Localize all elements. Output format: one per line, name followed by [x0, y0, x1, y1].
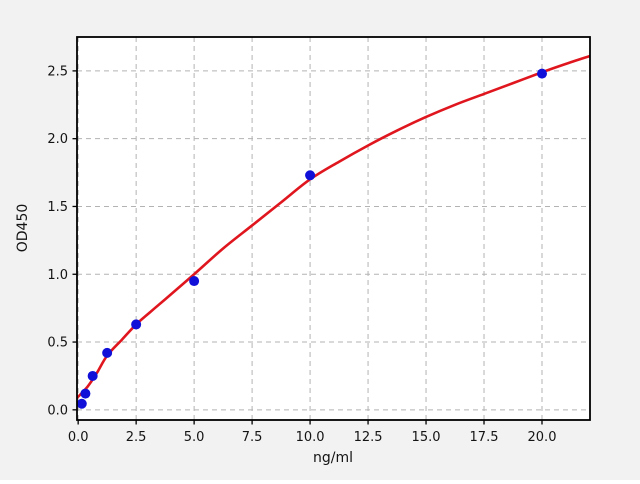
x-tick-label: 5.0 [184, 430, 205, 445]
x-tick-label: 17.5 [470, 430, 499, 445]
y-axis-label: OD450 [15, 204, 31, 253]
axes-spines [76, 36, 591, 421]
y-tick-label: 1.0 [47, 268, 68, 283]
y-tick-label: 0.0 [47, 403, 68, 418]
y-tick-label: 2.0 [47, 132, 68, 147]
data-point [87, 370, 98, 381]
plot-area [77, 37, 590, 420]
x-tick-label: 2.5 [126, 430, 147, 445]
x-axis-label: ng/ml [313, 450, 353, 466]
data-point [305, 170, 316, 181]
fit-curve-line [77, 54, 590, 400]
x-tick-label: 7.5 [242, 430, 263, 445]
data-point [131, 319, 142, 330]
x-tick-label: 10.0 [296, 430, 325, 445]
data-point [80, 388, 91, 399]
x-tick-label: 12.5 [354, 430, 383, 445]
y-tick-label: 1.5 [47, 200, 68, 215]
y-tick-label: 0.5 [47, 336, 68, 351]
x-tick-label: 20.0 [528, 430, 557, 445]
data-point [102, 347, 113, 358]
y-tick-label: 2.5 [47, 64, 68, 79]
data-point [77, 398, 87, 409]
data-point [189, 276, 200, 287]
x-tick-label: 0.0 [68, 430, 89, 445]
x-tick-label: 15.0 [412, 430, 441, 445]
data-point [536, 68, 547, 79]
